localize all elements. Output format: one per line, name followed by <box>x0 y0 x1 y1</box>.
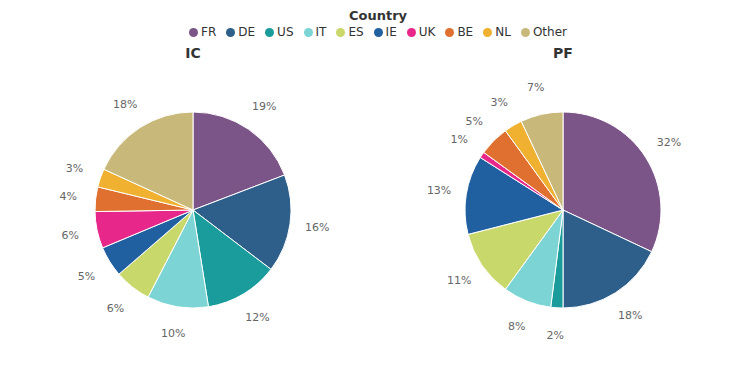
svg-text:5%: 5% <box>78 270 95 283</box>
svg-text:3%: 3% <box>66 162 83 175</box>
svg-text:8%: 8% <box>508 320 525 333</box>
svg-text:6%: 6% <box>107 302 124 315</box>
html-text:IT: IT <box>315 25 327 39</box>
svg-text:18%: 18% <box>113 98 137 111</box>
svg-text:4%: 4% <box>60 190 77 203</box>
svg-text:7%: 7% <box>527 81 544 94</box>
svg-text:3%: 3% <box>490 96 507 109</box>
svg-text:32%: 32% <box>657 136 681 149</box>
svg-text:5%: 5% <box>466 115 483 128</box>
svg-text:6%: 6% <box>61 229 78 242</box>
html-text:Country: Country <box>349 8 407 23</box>
svg-text:13%: 13% <box>427 184 451 197</box>
html-text:UK: UK <box>418 25 436 39</box>
svg-text:12%: 12% <box>245 311 269 324</box>
html-text:IC: IC <box>185 45 201 61</box>
svg-text:11%: 11% <box>447 274 471 287</box>
svg-text:18%: 18% <box>618 309 642 322</box>
svg-text:10%: 10% <box>161 327 185 340</box>
html-text:US: US <box>277 25 294 39</box>
svg-text:2%: 2% <box>546 329 563 342</box>
html-text:ES: ES <box>348 25 364 39</box>
html-text:DE: DE <box>238 25 256 39</box>
html-text:Other: Other <box>532 25 567 39</box>
svg-text:19%: 19% <box>252 100 276 113</box>
html-text:PF: PF <box>553 45 573 61</box>
html-text:FR: FR <box>201 25 217 39</box>
svg-text:16%: 16% <box>305 221 329 234</box>
html-text:IE: IE <box>385 25 397 39</box>
html-text:BE: BE <box>457 25 474 39</box>
html-text:NL: NL <box>495 25 511 39</box>
svg-text:1%: 1% <box>451 133 468 146</box>
